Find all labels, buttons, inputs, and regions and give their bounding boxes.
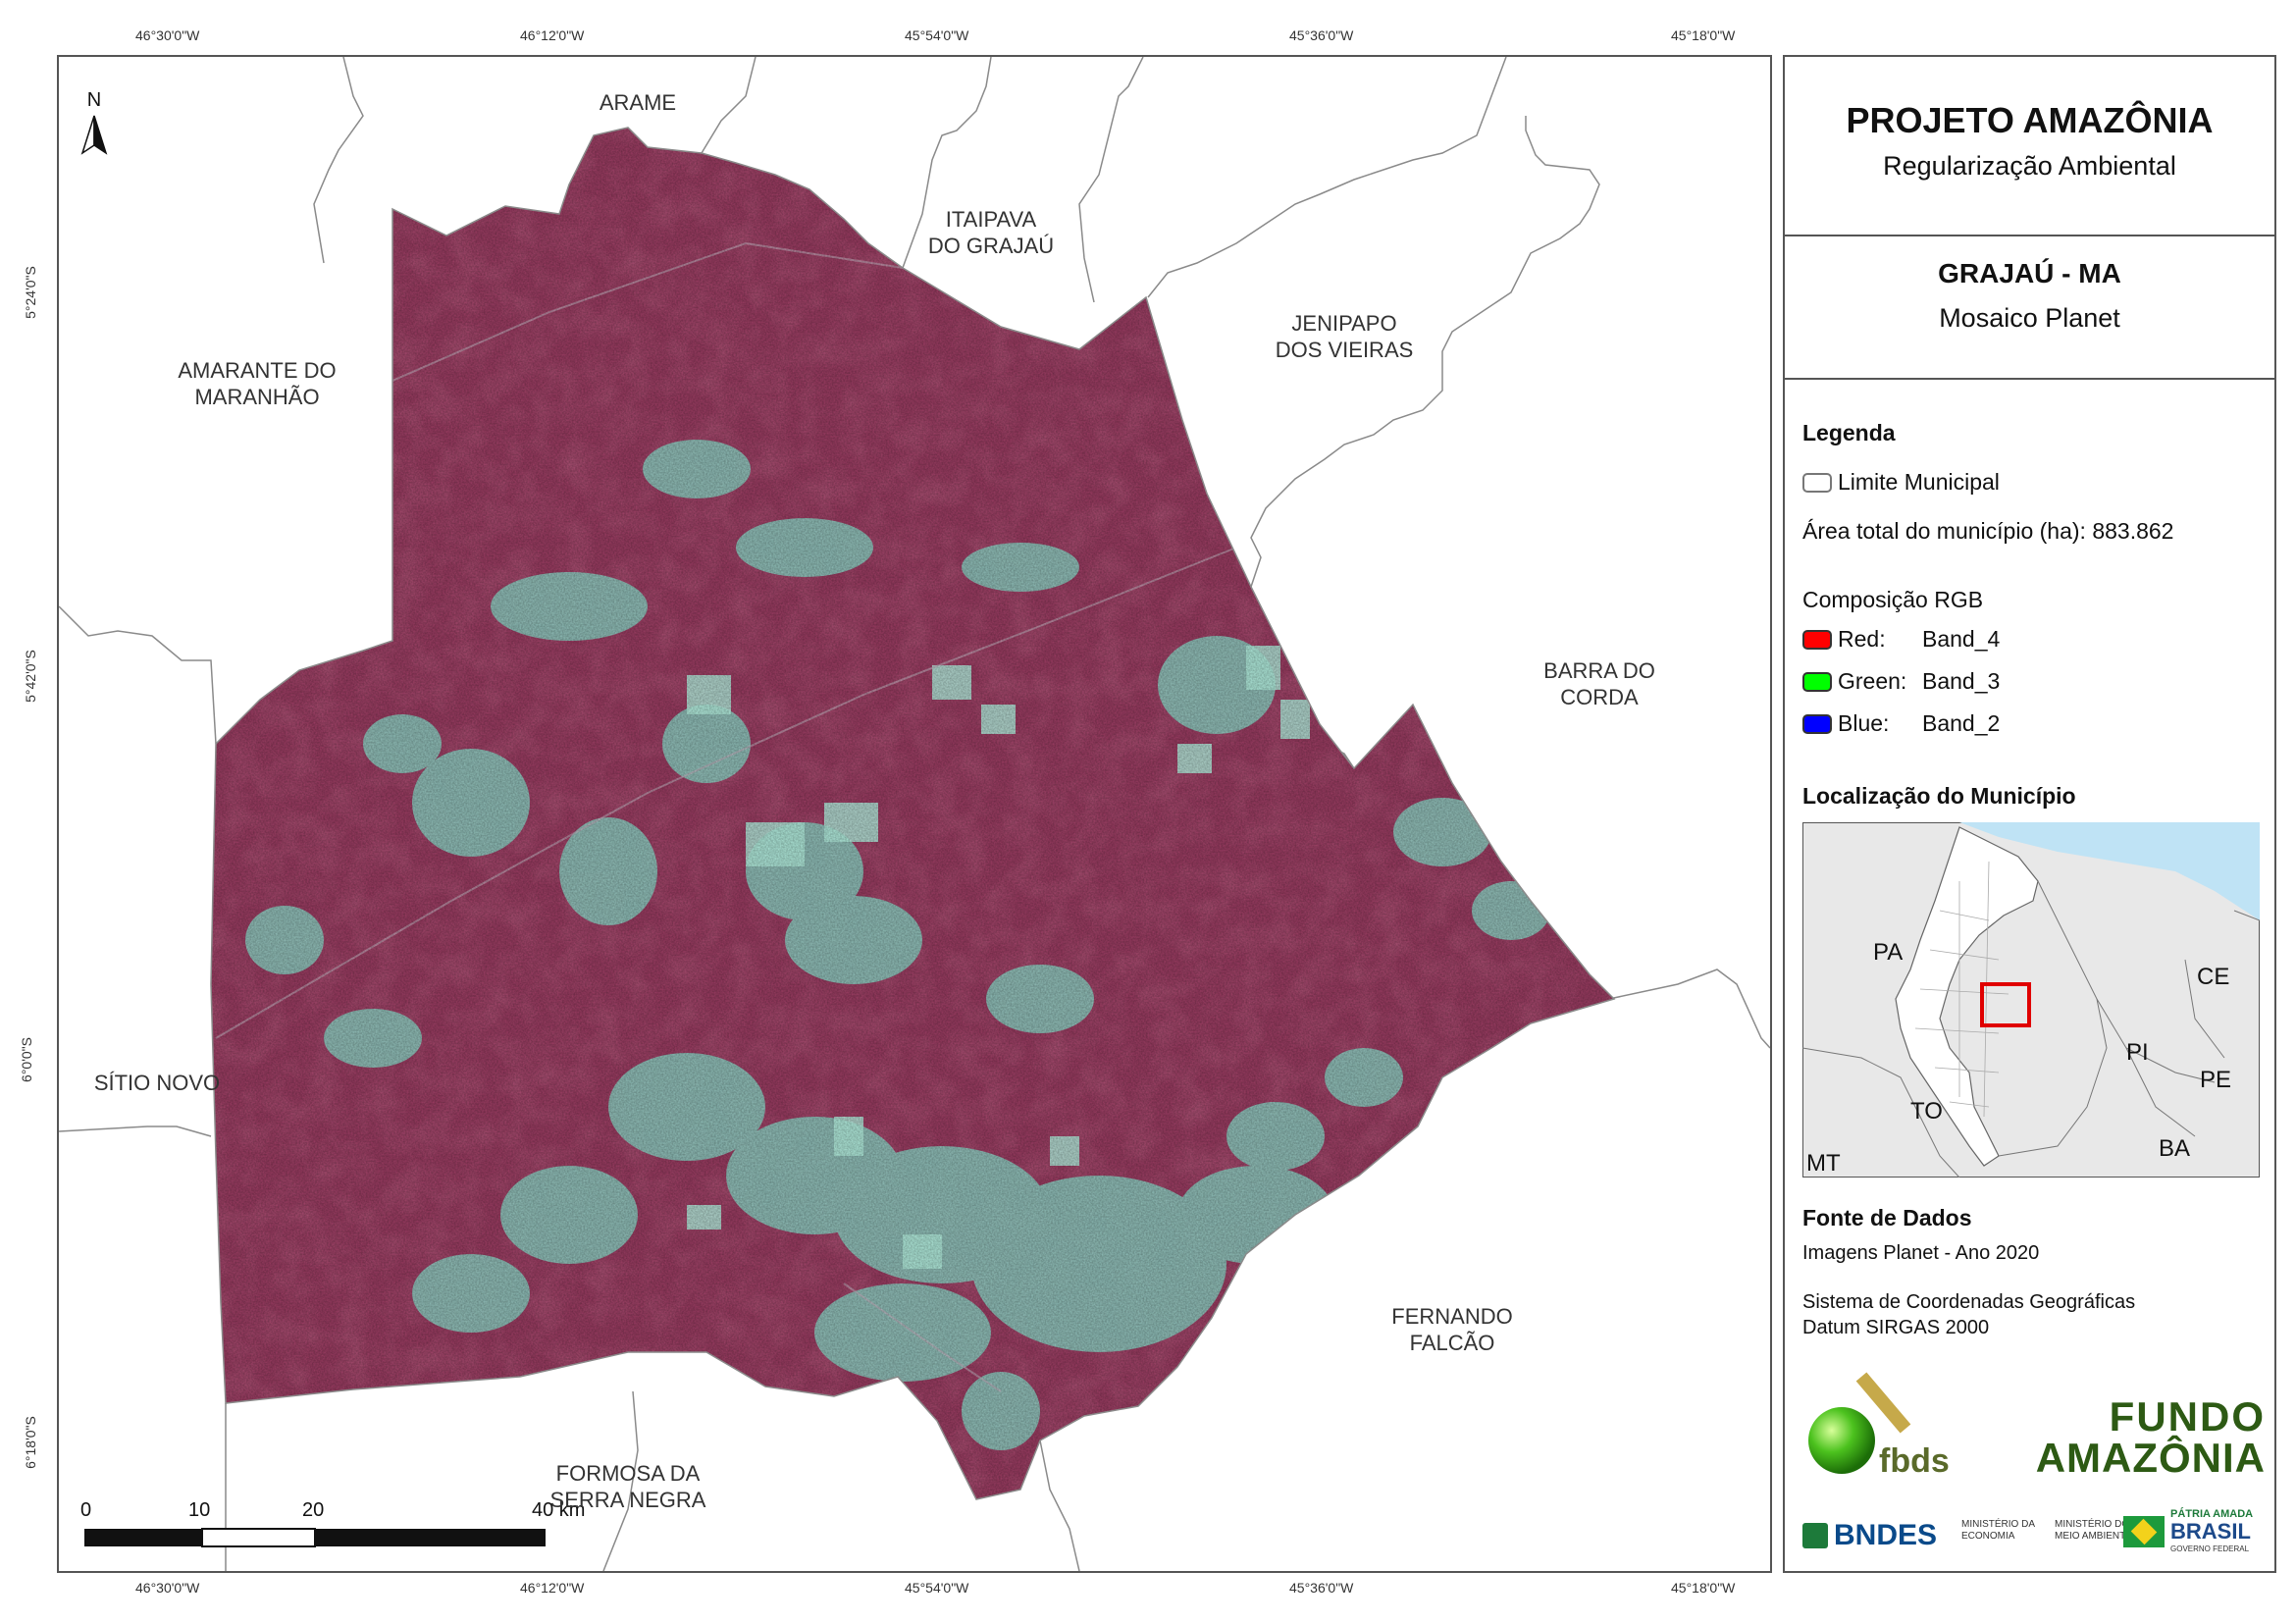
rgb-red-row: Red: Band_4	[1802, 626, 2000, 653]
coord-left-4: 6°18'0"S	[22, 1416, 38, 1469]
legend-panel: PROJETO AMAZÔNIA Regularização Ambiental…	[1783, 55, 2276, 1573]
coord-top-3: 45°54'0"W	[905, 27, 969, 43]
coord-left-3: 6°0'0"S	[18, 1037, 34, 1082]
coord-top-5: 45°18'0"W	[1671, 27, 1736, 43]
coord-bottom-1: 46°30'0"W	[135, 1580, 200, 1596]
map-frame[interactable]: N 0 10 20 40 km ARAME ITAIPAVA DO GRAJAÚ …	[57, 55, 1772, 1573]
brazil-flag-icon	[2123, 1516, 2165, 1547]
coord-bottom-2: 46°12'0"W	[520, 1580, 585, 1596]
inset-label-mt: MT	[1806, 1150, 1841, 1177]
scale-label-20: 20	[302, 1499, 325, 1521]
mosaic-label: Mosaico Planet	[1939, 303, 2120, 333]
coord-bottom-5: 45°18'0"W	[1671, 1580, 1736, 1596]
place-arame: ARAME	[599, 90, 677, 115]
legend-title: Legenda	[1802, 420, 1896, 445]
inset-label-pe: PE	[2200, 1067, 2231, 1093]
neighbor-boundaries	[59, 57, 1770, 1571]
coord-left-1: 5°24'0"S	[22, 266, 38, 319]
inset-label-pi: PI	[2126, 1039, 2149, 1066]
north-arrow-label: N	[87, 89, 101, 111]
coord-left-2: 5°42'0"S	[22, 650, 38, 703]
patria-amada-logo: PÁTRIA AMADA BRASIL GOVERNO FEDERAL	[2123, 1507, 2253, 1556]
place-jenipapo: JENIPAPO DOS VIEIRAS	[1275, 311, 1414, 362]
source-sistema: Sistema de Coordenadas Geográficas	[1802, 1291, 2136, 1313]
inset-label-ba: BA	[2159, 1135, 2190, 1162]
red-swatch	[1802, 629, 1832, 650]
blue-swatch	[1802, 713, 1832, 734]
rgb-green-row: Green: Band_3	[1802, 668, 2000, 695]
scale-bar	[84, 1528, 546, 1547]
scale-label-0: 0	[80, 1499, 92, 1521]
sources-title: Fonte de Dados	[1802, 1205, 1972, 1230]
location-highlight	[1980, 982, 2031, 1027]
rgb-blue-row: Blue: Band_2	[1802, 710, 2000, 737]
fbds-text: fbds	[1879, 1442, 1950, 1480]
green-swatch	[1802, 671, 1832, 692]
municipality-name: GRAJAÚ - MA	[1938, 258, 2121, 288]
coord-top-2: 46°12'0"W	[520, 27, 585, 43]
bndes-icon	[1802, 1523, 1828, 1548]
fbds-logo: fbds	[1808, 1372, 1950, 1480]
source-datum: Datum SIRGAS 2000	[1802, 1317, 1990, 1338]
rgb-title: Composição RGB	[1802, 587, 1984, 612]
municipality-section: GRAJAÚ - MA Mosaico Planet	[1785, 236, 2274, 380]
min-meio-ambiente: MINISTÉRIO DO MEIO AMBIENTE	[2055, 1519, 2132, 1542]
fundo-amazonia-logo: FUNDO AMAZÔNIA	[2035, 1393, 2266, 1481]
place-barra-do-corda: BARRA DO CORDA	[1543, 658, 1655, 709]
project-title: PROJETO AMAZÔNIA	[1846, 100, 2214, 140]
inset-label-to: TO	[1910, 1098, 1943, 1125]
location-inset-map[interactable]: PA CE PI PE TO BA MT	[1802, 822, 2260, 1178]
inset-label-pa: PA	[1873, 939, 1903, 966]
place-formosa: FORMOSA DA SERRA NEGRA	[549, 1461, 706, 1512]
bndes-logo: BNDES	[1802, 1519, 1937, 1552]
place-amarante: AMARANTE DO MARANHÃO	[178, 358, 337, 409]
scale-label-10: 10	[188, 1499, 211, 1521]
limit-swatch	[1802, 472, 1832, 493]
place-fernando-falcao: FERNANDO FALCÃO	[1391, 1304, 1513, 1355]
coord-bottom-4: 45°36'0"W	[1289, 1580, 1354, 1596]
north-arrow-icon: N	[80, 89, 108, 155]
location-title: Localização do Município	[1802, 783, 2076, 809]
min-economia: MINISTÉRIO DA ECONOMIA	[1961, 1519, 2035, 1542]
project-subtitle: Regularização Ambiental	[1883, 151, 2176, 181]
scale-label-40: 40 km	[532, 1499, 586, 1521]
municipal-boundary	[210, 127, 1616, 1500]
legend-limit-row: Limite Municipal	[1802, 469, 2000, 496]
inset-label-ce: CE	[2197, 964, 2229, 990]
place-itaipava: ITAIPAVA DO GRAJAÚ	[927, 207, 1055, 258]
place-sitio-novo: SÍTIO NOVO	[93, 1071, 221, 1095]
map-canvas[interactable]: N	[59, 57, 1770, 1571]
legend-limit-label: Limite Municipal	[1838, 469, 2000, 495]
title-section: PROJETO AMAZÔNIA Regularização Ambiental	[1785, 57, 2274, 236]
area-total: Área total do município (ha): 883.862	[1802, 518, 2174, 544]
source-imagens: Imagens Planet - Ano 2020	[1802, 1242, 2040, 1264]
coord-top-4: 45°36'0"W	[1289, 27, 1354, 43]
coord-bottom-3: 45°54'0"W	[905, 1580, 969, 1596]
coord-top-1: 46°30'0"W	[135, 27, 200, 43]
